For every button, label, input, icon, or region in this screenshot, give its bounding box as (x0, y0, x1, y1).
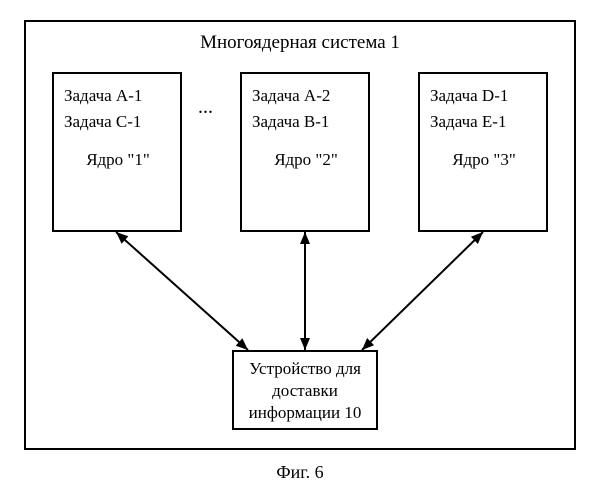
core-3-task-1: Задача D-1 (430, 86, 538, 106)
core-box-1: Задача A-1 Задача C-1 Ядро "1" (52, 72, 182, 232)
core-1-label: Ядро "1" (64, 150, 172, 170)
core-2-label: Ядро "2" (252, 150, 360, 170)
core-1-task-2: Задача C-1 (64, 112, 172, 132)
figure-caption: Фиг. 6 (0, 462, 600, 483)
device-box: Устройство длядоставкиинформации 10 (232, 350, 378, 430)
core-2-task-2: Задача B-1 (252, 112, 360, 132)
device-line-1: Устройство для (242, 358, 368, 380)
system-title: Многоядерная система 1 (0, 32, 600, 54)
core-3-label: Ядро "3" (430, 150, 538, 170)
device-line-3: информации 10 (242, 402, 368, 424)
core-box-3: Задача D-1 Задача E-1 Ядро "3" (418, 72, 548, 232)
core-box-2: Задача A-2 Задача B-1 Ядро "2" (240, 72, 370, 232)
core-1-task-1: Задача A-1 (64, 86, 172, 106)
ellipsis: ... (198, 96, 213, 119)
core-2-task-1: Задача A-2 (252, 86, 360, 106)
device-line-2: доставки (242, 380, 368, 402)
core-3-task-2: Задача E-1 (430, 112, 538, 132)
